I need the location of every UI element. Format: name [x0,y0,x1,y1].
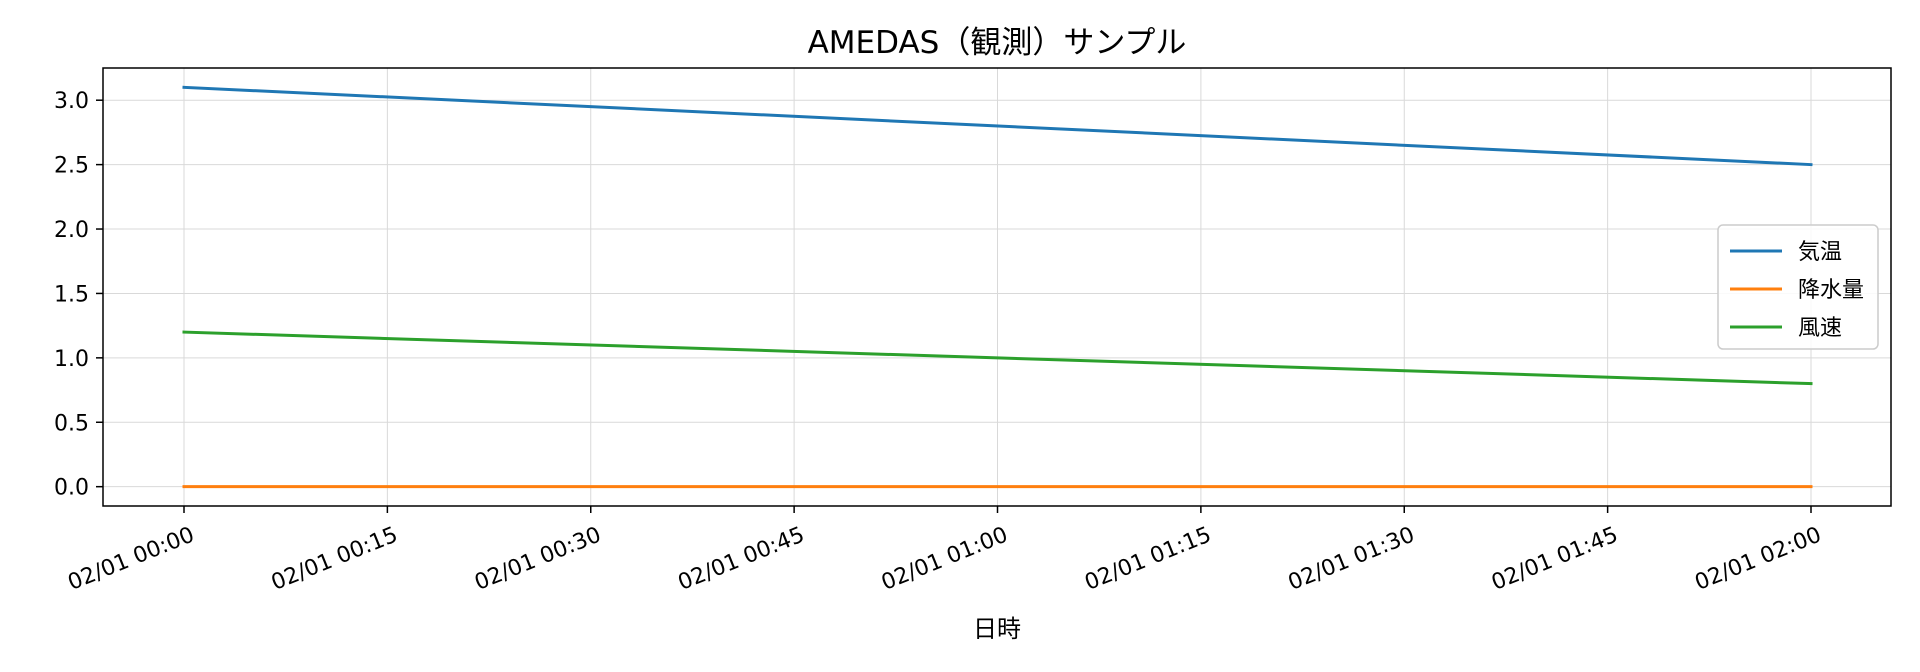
y-tick-label: 2.5 [54,154,89,179]
series-line [182,85,1813,167]
series-lines [182,85,1813,489]
y-tick-label: 1.0 [54,347,89,372]
legend-box [1717,224,1879,350]
x-tick-label: 02/01 00:15 [268,522,401,595]
legend-label: 気温 [1798,240,1842,265]
x-tick-label: 02/01 01:15 [1081,522,1214,595]
chart-title: AMEDAS（観測）サンプル [808,25,1187,61]
series-line [182,330,1813,386]
y-tick-label: 3.0 [54,89,89,114]
legend-label: 風速 [1798,316,1842,341]
legend-label: 降水量 [1798,278,1864,303]
x-tick-label: 02/01 01:30 [1285,522,1418,595]
y-tick-label: 0.5 [54,411,89,436]
y-tick-label: 0.0 [54,476,89,501]
x-tick-label: 02/01 01:00 [878,522,1011,595]
x-axis-label: 日時 [973,615,1021,643]
x-tick-label: 02/01 00:30 [471,522,604,595]
y-tick-label: 2.0 [54,218,89,243]
x-tick-label: 02/01 00:45 [675,522,808,595]
grid [103,68,1891,506]
x-tick-label: 02/01 00:00 [65,522,198,595]
y-tick-labels: 0.0 0.5 1.0 1.5 2.0 2.5 3.0 [54,89,89,500]
y-tick-label: 1.5 [54,282,89,307]
x-tick-labels: 02/01 00:00 02/01 00:15 02/01 00:30 02/01 0… [65,522,1825,595]
x-tick-label: 02/01 02:00 [1692,522,1825,595]
x-tick-label: 02/01 01:45 [1488,522,1621,595]
axis-ticks [96,99,1812,513]
